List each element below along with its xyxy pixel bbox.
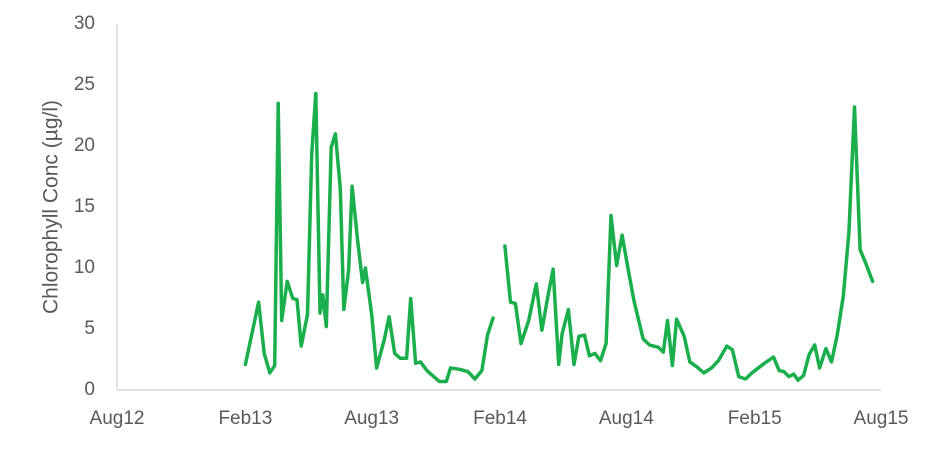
- x-tick-label: Feb15: [728, 408, 782, 429]
- x-tick-label: Aug13: [344, 408, 399, 429]
- series-layer: [243, 91, 875, 384]
- x-tick-label: Aug14: [599, 408, 654, 429]
- series-line-segment: [243, 91, 495, 384]
- x-tick-label: Feb13: [218, 408, 272, 429]
- y-tick-label: 20: [74, 135, 95, 156]
- series-line-segment: [503, 105, 875, 382]
- y-tick-label: 15: [74, 196, 95, 217]
- x-tick-label: Feb14: [473, 408, 527, 429]
- y-tick-label: 5: [84, 318, 95, 339]
- y-tick-label: 0: [84, 379, 95, 400]
- y-axis-label: Chlorophyll Conc (µg/l): [40, 100, 63, 314]
- y-axis-label-group: Chlorophyll Conc (µg/l): [40, 100, 63, 314]
- y-tick-labels: 0 5 10 15 20 25 30: [74, 13, 95, 400]
- x-tick-label: Aug15: [854, 408, 909, 429]
- y-tick-label: 10: [74, 257, 95, 278]
- y-tick-label: 30: [74, 13, 95, 34]
- x-tick-label: Aug12: [90, 408, 145, 429]
- x-tick-labels: Aug12 Feb13 Aug13 Feb14 Aug14 Feb15 Aug15: [90, 408, 909, 429]
- y-tick-label: 25: [74, 74, 95, 95]
